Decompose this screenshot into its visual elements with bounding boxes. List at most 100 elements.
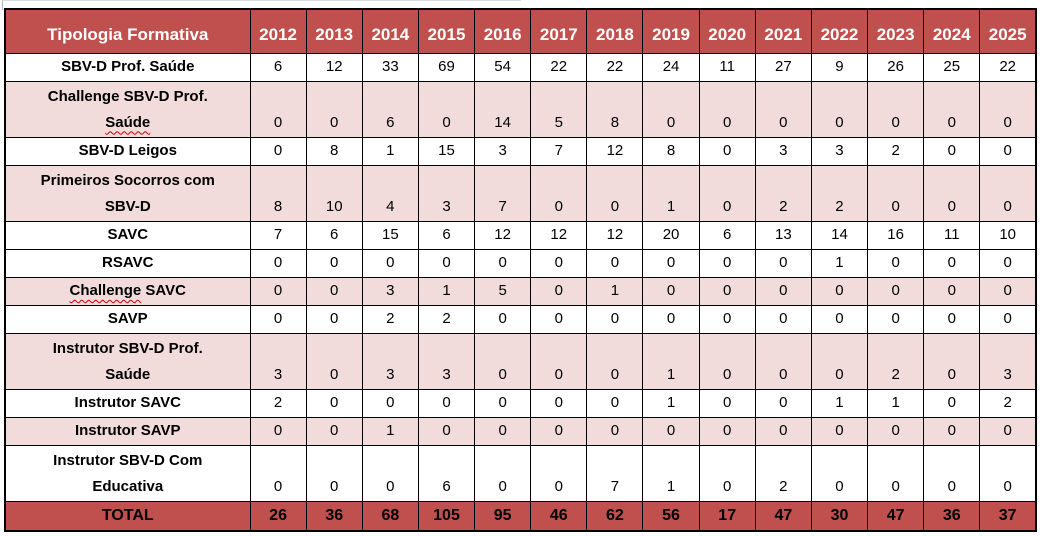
table-body: SBV-D Prof. Saúde 6 12 33 69 54 22 22 24 11 27 9 26 2… (4, 52, 1037, 532)
row-label: SBV-D Leigos (4, 136, 251, 166)
row-label-line: Primeiros Socorros com (40, 171, 215, 189)
value-2024: 0 (923, 304, 981, 334)
value-2022: 0 (810, 444, 869, 502)
table-row: SAVC 7 6 15 6 12 12 12 20 6 13 14 16 11 10 (4, 220, 1037, 250)
table-header: Tipologia Formativa 2012 2013 2014 2015 2016… (4, 8, 1037, 54)
value-2025: 0 (979, 444, 1037, 502)
value-2014: 0 (361, 444, 419, 502)
table-row: SBV-D Prof. Saúde 6 12 33 69 54 22 22 24 11 27 9 26 2… (4, 52, 1037, 82)
value-2018: 12 (586, 220, 644, 250)
value-2016: 14 (474, 80, 532, 138)
value-2017: 0 (530, 276, 588, 306)
value-2025: 3 (979, 332, 1037, 390)
total-value-2019: 56 (642, 500, 700, 532)
value-2021: 0 (754, 388, 812, 418)
value-2016: 0 (474, 444, 532, 502)
total-value-2023: 47 (867, 500, 925, 532)
value-2017: 12 (530, 220, 588, 250)
value-2021: 0 (754, 416, 812, 446)
value-2012: 6 (249, 52, 307, 82)
table-row: SAVP 0 0 2 2 0 0 0 0 0 0 0 0 0 0 (4, 304, 1037, 334)
value-2025: 0 (979, 80, 1037, 138)
total-value-2022: 30 (810, 500, 869, 532)
value-2013: 6 (305, 220, 363, 250)
value-2014: 2 (361, 304, 419, 334)
value-2023: 0 (867, 444, 925, 502)
value-2015: 6 (417, 220, 476, 250)
value-2015: 3 (417, 164, 476, 222)
value-2019: 1 (642, 388, 700, 418)
row-label: Instrutor SBV-D Com Educativa (4, 444, 251, 502)
value-2023: 0 (867, 304, 925, 334)
total-value-2018: 62 (586, 500, 644, 532)
value-2013: 0 (305, 416, 363, 446)
table-row: Primeiros Socorros com SBV-D 8 10 4 3 7 0 0 1 0 2 2 0… (4, 164, 1037, 222)
row-label-line: SBV-D (104, 197, 151, 215)
header-cell-year-2020: 2020 (698, 8, 756, 54)
value-2020: 0 (698, 444, 756, 502)
value-2012: 2 (249, 388, 307, 418)
value-2019: 8 (642, 136, 700, 166)
value-2015: 15 (417, 136, 476, 166)
misspelled-word: Saúde (105, 113, 151, 131)
table-row: Instrutor SAVP 0 0 1 0 0 0 0 0 0 0 0 0 0 0 (4, 416, 1037, 446)
header-cell-year-2023: 2023 (867, 8, 925, 54)
value-2016: 0 (474, 388, 532, 418)
value-2025: 0 (979, 136, 1037, 166)
value-2022: 1 (810, 248, 869, 278)
row-label-line: Challenge SBV-D Prof. (47, 87, 208, 105)
value-2024: 0 (923, 388, 981, 418)
row-label-line: Instrutor SBV-D Com (53, 451, 203, 469)
value-2018: 12 (586, 136, 644, 166)
value-2025: 0 (979, 304, 1037, 334)
value-2022: 1 (810, 388, 869, 418)
value-2018: 0 (586, 248, 644, 278)
value-2015: 3 (417, 332, 476, 390)
value-2017: 0 (530, 332, 588, 390)
value-2012: 0 (249, 248, 307, 278)
row-label-line: SBV-D Prof. Saúde (61, 58, 195, 75)
header-cell-year-2014: 2014 (361, 8, 419, 54)
value-2023: 0 (867, 248, 925, 278)
row-label: Instrutor SBV-D Prof. Saúde (4, 332, 251, 390)
value-2019: 24 (642, 52, 700, 82)
row-label: Instrutor SAVC (4, 388, 251, 418)
row-label-line: Saúde (105, 365, 151, 383)
row-label-line: RSAVC (102, 254, 154, 271)
value-2022: 0 (810, 80, 869, 138)
value-2016: 54 (474, 52, 532, 82)
value-2020: 11 (698, 52, 756, 82)
total-value-2013: 36 (305, 500, 363, 532)
value-2020: 0 (698, 332, 756, 390)
value-2023: 0 (867, 416, 925, 446)
value-2012: 0 (249, 136, 307, 166)
value-2015: 2 (417, 304, 476, 334)
value-2013: 0 (305, 276, 363, 306)
value-2018: 0 (586, 164, 644, 222)
value-2014: 33 (361, 52, 419, 82)
value-2025: 0 (979, 248, 1037, 278)
value-2018: 0 (586, 388, 644, 418)
value-2016: 0 (474, 416, 532, 446)
value-2021: 0 (754, 276, 812, 306)
value-2013: 0 (305, 388, 363, 418)
value-2019: 1 (642, 332, 700, 390)
value-2018: 8 (586, 80, 644, 138)
value-2020: 0 (698, 164, 756, 222)
value-2015: 0 (417, 416, 476, 446)
header-cell-year-2019: 2019 (642, 8, 700, 54)
total-value-2014: 68 (361, 500, 419, 532)
row-label: Instrutor SAVP (4, 416, 251, 446)
value-2016: 3 (474, 136, 532, 166)
value-2020: 0 (698, 304, 756, 334)
value-2022: 0 (810, 276, 869, 306)
value-2020: 0 (698, 136, 756, 166)
value-2022: 9 (810, 52, 869, 82)
value-2013: 0 (305, 332, 363, 390)
row-label: SBV-D Prof. Saúde (4, 52, 251, 82)
value-2015: 6 (417, 444, 476, 502)
table-row: Instrutor SBV-D Com Educativa 0 0 0 6 0 0 7 1 0 2 0 0… (4, 444, 1037, 502)
value-2023: 2 (867, 332, 925, 390)
value-2022: 0 (810, 304, 869, 334)
row-label-line: Saúde (6, 110, 249, 136)
